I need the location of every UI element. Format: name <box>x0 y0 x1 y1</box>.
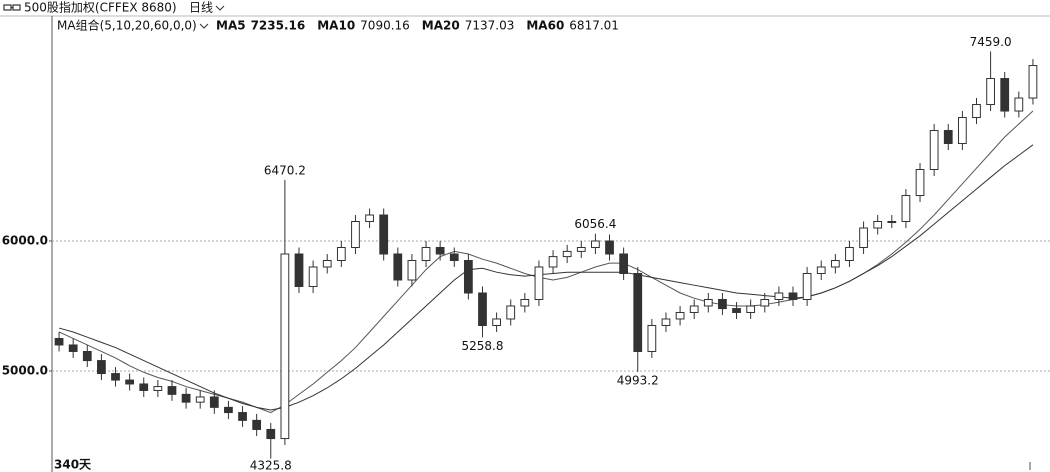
candle-body <box>703 298 713 307</box>
candle-body <box>591 240 600 248</box>
candle-body <box>195 396 205 403</box>
candle-body <box>873 221 883 229</box>
candle-body <box>153 386 163 391</box>
candle-body <box>294 253 304 287</box>
candle-body <box>407 259 417 281</box>
candle-body <box>181 393 191 403</box>
candle-body <box>252 419 262 430</box>
legend-name: MA5 <box>216 19 246 33</box>
period[interactable]: 日线 <box>189 1 213 15</box>
candle-body <box>1000 78 1010 112</box>
candle-body <box>435 246 445 255</box>
candle-body <box>139 383 149 391</box>
candle-body <box>548 256 558 268</box>
candle-body <box>506 305 516 320</box>
candle-body <box>943 130 953 145</box>
candle-body <box>68 344 78 352</box>
candle-body <box>351 221 360 248</box>
legend-value: 6817.01 <box>569 19 619 33</box>
candle-body <box>633 272 643 352</box>
candle-body <box>421 246 431 261</box>
period-chevron[interactable] <box>215 5 225 11</box>
y-tick-label: 5000.0 <box>2 363 48 377</box>
ma-line <box>58 144 1034 411</box>
candle-body <box>1014 97 1024 112</box>
link-icon <box>3 4 21 11</box>
indicator-group[interactable]: MA组合(5,10,20,60,0,0) <box>57 18 197 33</box>
legend-name: MA10 <box>317 19 355 33</box>
candle-body <box>718 298 727 310</box>
candle-body <box>788 292 798 300</box>
candle-body <box>463 259 473 294</box>
candle-body <box>816 266 826 274</box>
candle-body <box>238 412 247 421</box>
extreme-label: 6056.4 <box>574 217 616 231</box>
indicator-chevron[interactable] <box>199 23 209 29</box>
span-label: 340天 <box>54 458 92 472</box>
candle-body <box>576 246 586 252</box>
ma-line <box>58 110 1034 414</box>
candle-body <box>478 292 487 326</box>
legend-value: 7235.16 <box>251 19 306 33</box>
instrument-title: 500股指加权(CFFEX 8680) <box>24 0 177 15</box>
candle-body <box>82 350 92 362</box>
candle-body <box>972 104 981 119</box>
candle-body <box>859 227 868 248</box>
candle-body <box>605 240 614 255</box>
candle-body <box>957 117 967 145</box>
legend-name: MA60 <box>526 19 564 33</box>
candle-body <box>887 221 897 224</box>
candle-body <box>520 298 530 307</box>
candle-body <box>746 305 756 313</box>
candle-body <box>1028 65 1038 99</box>
legend-value: 7090.16 <box>360 19 410 33</box>
candle-body <box>111 373 120 381</box>
extreme-label: 5258.8 <box>461 339 503 353</box>
extreme-label: 6470.2 <box>264 163 306 177</box>
candle-body <box>280 253 290 440</box>
candle-body <box>760 298 770 307</box>
candle-body <box>54 337 64 346</box>
candle-body <box>97 360 106 375</box>
extreme-label: 7459.0 <box>970 35 1012 49</box>
extreme-label: 4325.8 <box>250 459 292 472</box>
candle-body <box>562 250 572 258</box>
candle-body <box>365 214 374 223</box>
candle-body <box>845 246 854 261</box>
candle-body <box>774 292 784 300</box>
legend-name: MA20 <box>422 19 460 33</box>
extreme-label: 4993.2 <box>617 373 659 387</box>
candle-body <box>449 253 459 261</box>
candle-body <box>689 305 699 313</box>
candle-body <box>308 266 318 287</box>
candle-body <box>647 324 657 352</box>
candle-body <box>830 259 840 268</box>
candle-body <box>675 311 685 320</box>
candle-body <box>929 130 939 171</box>
candle-body <box>336 246 346 261</box>
candle-body <box>322 259 332 268</box>
candle-body <box>901 195 911 223</box>
legend-value: 7137.03 <box>465 19 515 33</box>
candle-body <box>986 78 995 106</box>
candle-body <box>167 386 177 395</box>
candle-body <box>379 214 389 255</box>
candle-body <box>732 308 741 313</box>
candle-body <box>266 428 276 440</box>
candle-body <box>125 379 135 385</box>
candle-body <box>224 406 233 414</box>
candle-body <box>534 266 544 300</box>
candle-body <box>209 396 219 408</box>
candle-body <box>393 253 403 281</box>
candle-body <box>915 169 925 197</box>
y-tick-label: 6000.0 <box>2 234 48 248</box>
candle-body <box>619 253 629 274</box>
candle-body <box>492 318 501 326</box>
candle-body <box>661 318 671 326</box>
candle-body <box>802 272 812 300</box>
